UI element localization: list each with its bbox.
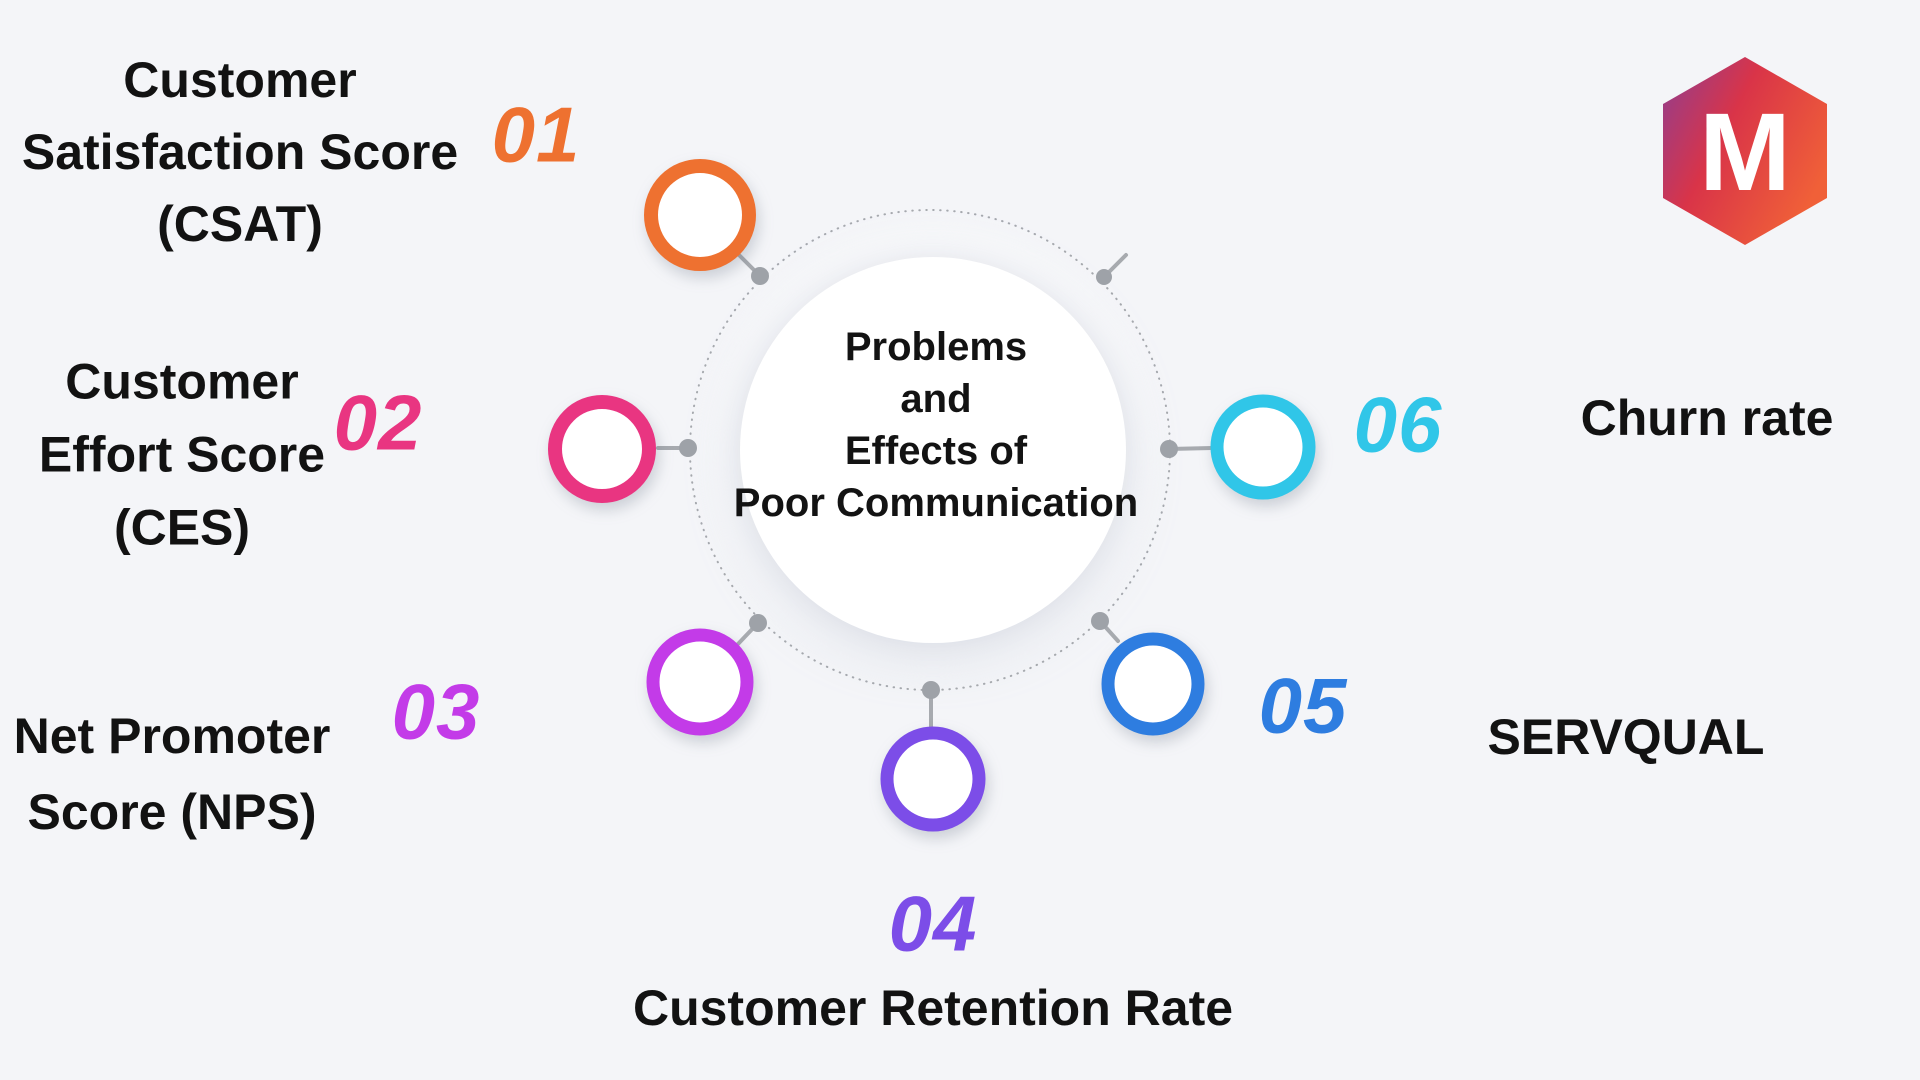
label-line: Effort Score — [38, 426, 326, 483]
ring-01-csat — [644, 159, 756, 271]
center-circle — [740, 257, 1126, 643]
label-line: Customer — [65, 353, 299, 410]
item-number-01: 01 — [491, 90, 581, 179]
label-line: Customer Retention Rate — [632, 980, 1234, 1036]
label-line: SERVQUAL — [1487, 709, 1765, 765]
anchor-dot-01 — [751, 267, 769, 285]
item-number-04: 04 — [888, 879, 978, 968]
anchor-dot-06 — [1160, 440, 1178, 458]
item-number-03: 03 — [391, 667, 481, 756]
logo-letter: M — [1699, 91, 1791, 214]
anchor-dot-05 — [1091, 612, 1109, 630]
label-line: Churn rate — [1580, 390, 1834, 446]
item-label-churn: Churn rate — [1581, 382, 1834, 454]
label-line: Satisfaction Score — [21, 124, 459, 180]
ring-06-churn — [1210, 394, 1316, 500]
diagram-title: Problems and Effects of Poor Communicati… — [734, 321, 1138, 529]
anchor-dot-spare — [1096, 269, 1112, 285]
item-number-02: 02 — [333, 378, 423, 467]
ring-03-nps — [646, 628, 754, 736]
item-label-retention: Customer Retention Rate — [633, 972, 1233, 1044]
ring-04-retention — [880, 726, 986, 832]
title-line: Poor Communication — [733, 481, 1139, 525]
ring-02-ces — [548, 395, 656, 503]
label-line: Customer — [123, 52, 357, 108]
anchor-dot-02 — [679, 439, 697, 457]
item-number-06: 06 — [1353, 380, 1443, 469]
item-label-csat: Customer Satisfaction Score (CSAT) — [22, 44, 458, 260]
item-number-05: 05 — [1258, 661, 1348, 750]
anchor-dots — [679, 267, 1178, 699]
anchor-dot-04 — [922, 681, 940, 699]
label-line: Net Promoter — [13, 708, 331, 764]
item-label-nps: Net Promoter Score (NPS) — [14, 698, 331, 850]
anchor-dot-03 — [749, 614, 767, 632]
logo-hexagon — [1663, 57, 1827, 245]
item-label-ces: Customer Effort Score (CES) — [39, 346, 325, 565]
label-line: Score (NPS) — [27, 784, 317, 840]
title-line: and — [900, 377, 972, 421]
title-line: Problems — [844, 325, 1028, 369]
item-label-servqual: SERVQUAL — [1488, 701, 1765, 773]
ring-05-servqual — [1101, 632, 1205, 736]
label-line: (CSAT) — [157, 196, 323, 252]
title-line: Effects of — [844, 429, 1028, 473]
label-line: (CES) — [113, 499, 251, 556]
